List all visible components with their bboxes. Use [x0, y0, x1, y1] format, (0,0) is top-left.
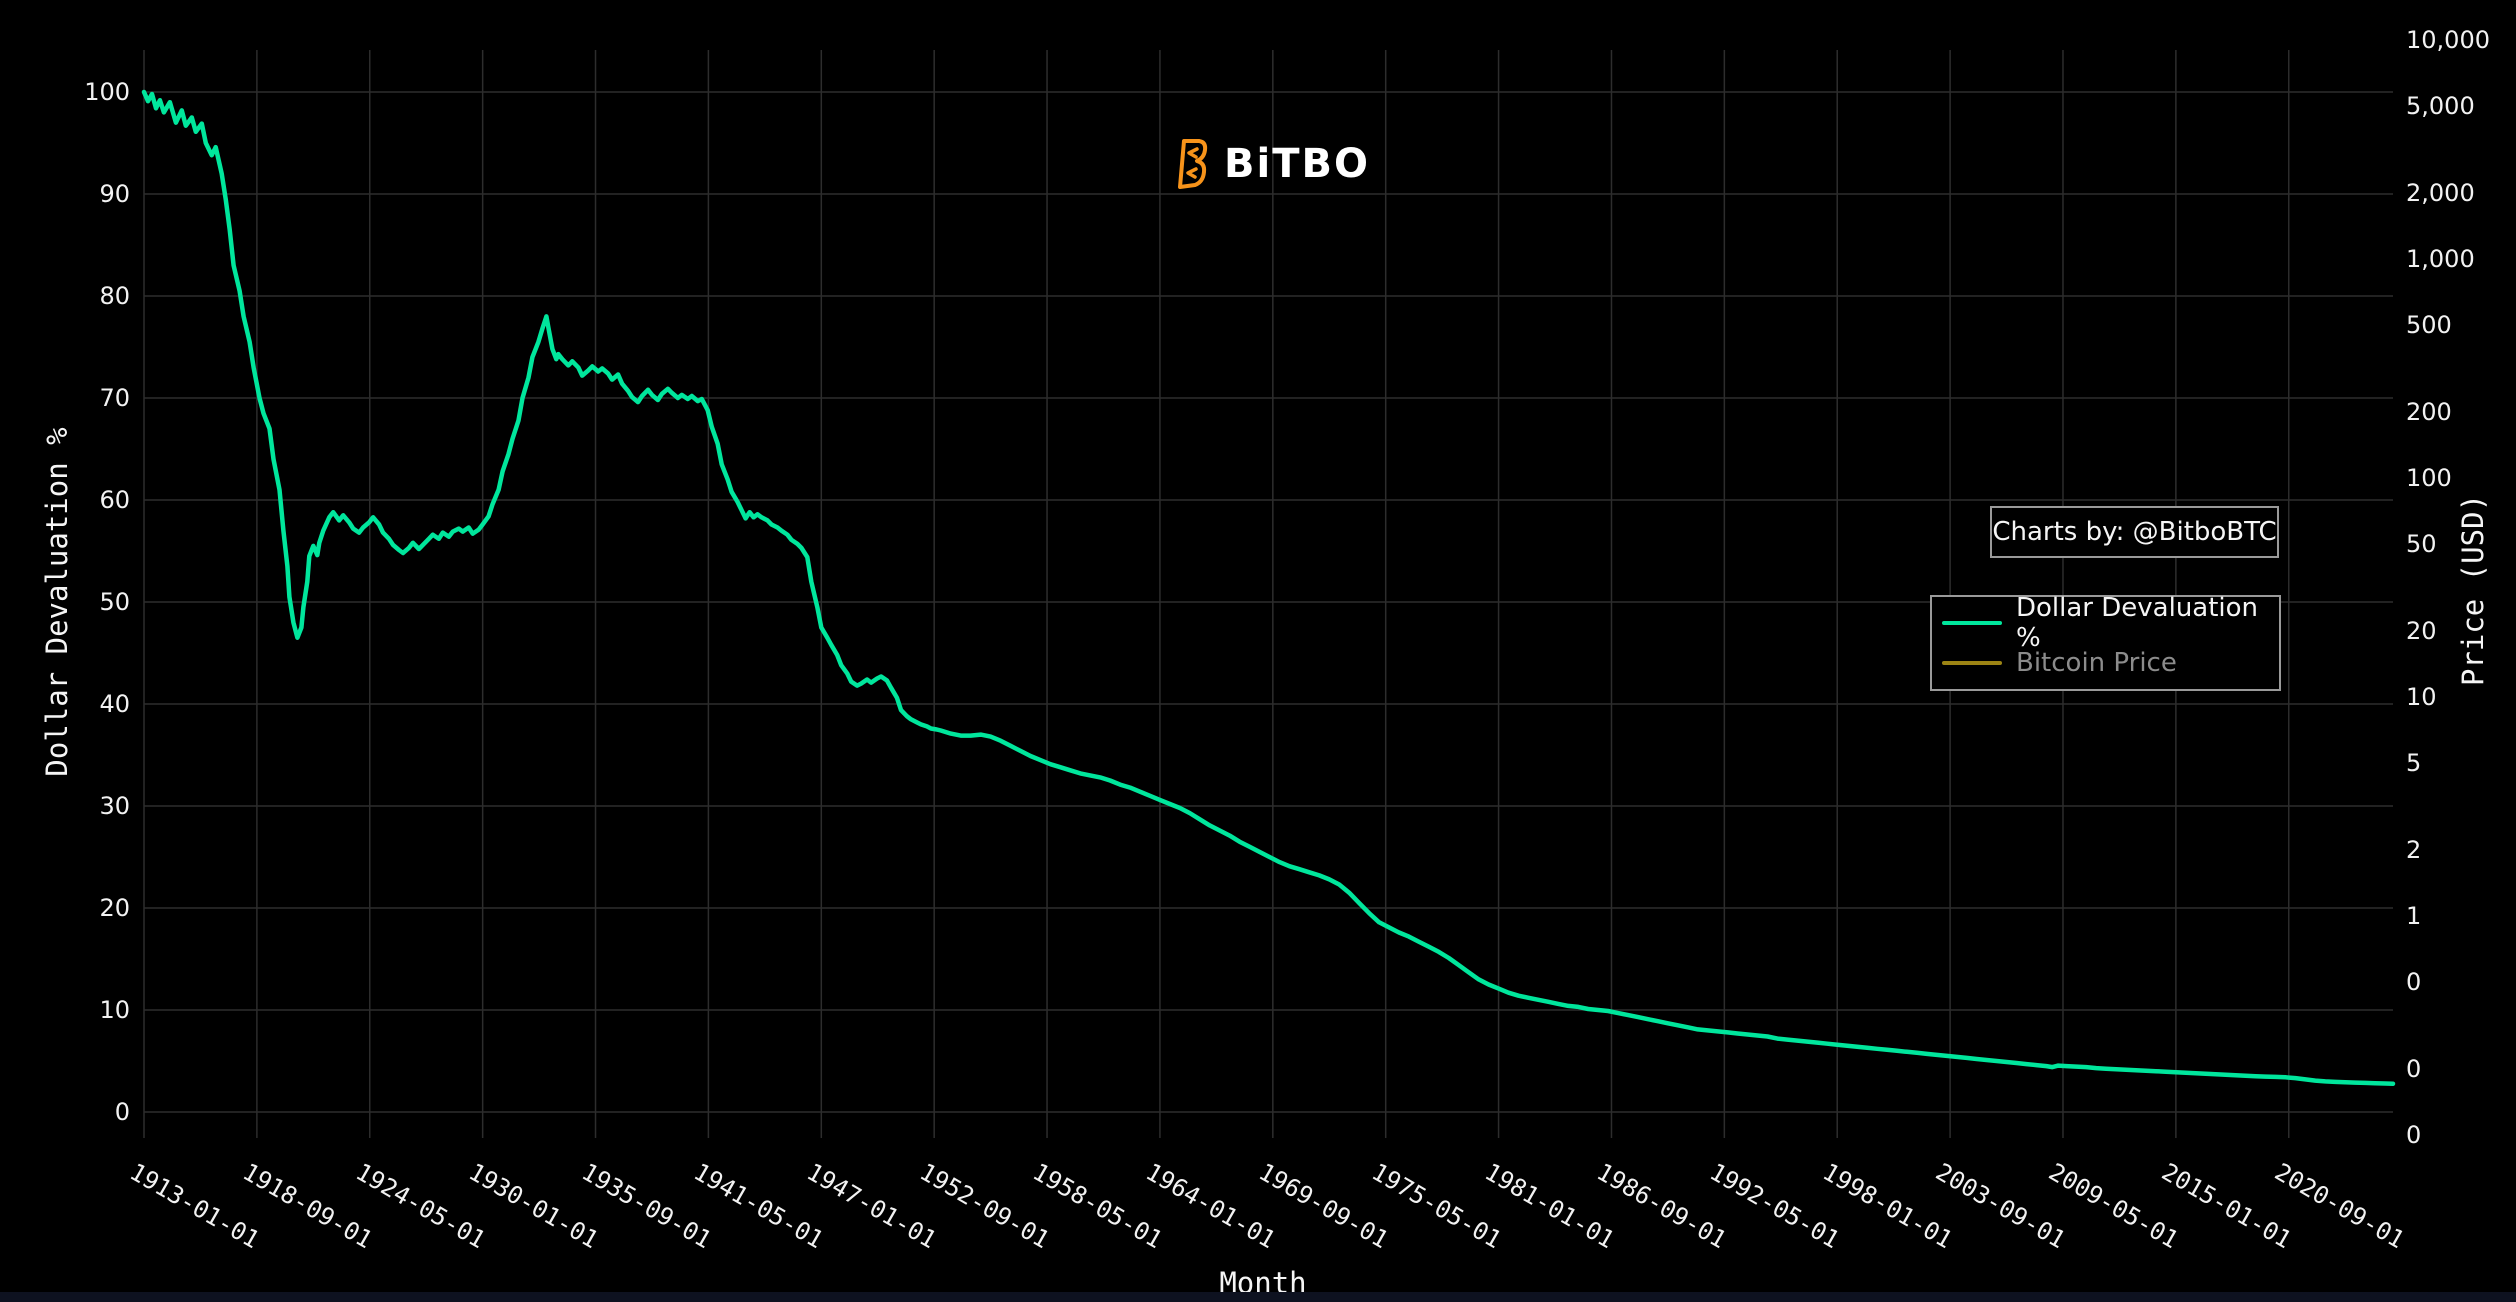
y-right-tick-label: 5: [2406, 748, 2422, 777]
y-right-tick-label: 200: [2406, 398, 2452, 427]
y-left-tick-label: 100: [84, 78, 130, 106]
y-left-tick-label: 80: [99, 282, 130, 310]
y-right-tick-label: 50: [2406, 529, 2437, 558]
legend-item-dollar-devaluation-[interactable]: Dollar Devaluation %: [1942, 593, 2279, 653]
y-left-tick-label: 70: [99, 384, 130, 412]
legend-swatch-icon: [1942, 621, 2002, 625]
y-left-tick-label: 50: [99, 588, 130, 616]
legend-item-bitcoin-price[interactable]: Bitcoin Price: [1942, 647, 2279, 679]
bottom-bar: [0, 1292, 2516, 1302]
y-left-tick-label: 0: [114, 1098, 130, 1126]
brand-logo-text: BiTBO: [1224, 141, 1370, 187]
brand-logo: BiTBO: [1172, 134, 1370, 194]
y-left-tick-label: 60: [99, 486, 130, 514]
y-right-tick-label: 0: [2406, 967, 2422, 996]
bitbo-b-icon: [1172, 138, 1210, 190]
series-line-dollar-devaluation-[interactable]: [141, 89, 2396, 1086]
charts-by-annotation-text: Charts by: @BitboBTC: [1992, 517, 2277, 547]
y-right-tick-label: 2: [2406, 836, 2422, 865]
legend-item-label: Bitcoin Price: [2016, 648, 2177, 678]
legend-item-label: Dollar Devaluation %: [2016, 593, 2259, 653]
charts-by-annotation: Charts by: @BitboBTC: [1990, 506, 2279, 558]
y-right-tick-label: 1: [2406, 902, 2422, 930]
y-right-tick-label: 20: [2406, 617, 2437, 646]
y-right-tick-label: 1,000: [2406, 245, 2475, 273]
legend-swatch-icon: [1942, 661, 2002, 665]
y-left-tick-label: 90: [99, 180, 130, 208]
y-right-tick-label: 100: [2406, 464, 2452, 492]
y-right-tick-label: 0: [2406, 1055, 2422, 1084]
y-right-tick-label: 10,000: [2406, 26, 2490, 54]
y-right-tick-label: 0: [2406, 1121, 2422, 1149]
y-right-tick-label: 500: [2406, 310, 2452, 339]
y-left-tick-label: 20: [99, 894, 130, 922]
y-right-tick-label: 5,000: [2406, 91, 2475, 120]
y-left-tick-label: 40: [99, 690, 130, 718]
y-axis-right-title: Price (USD): [2456, 493, 2490, 687]
y-right-tick-label: 10: [2406, 683, 2437, 711]
y-left-tick-label: 10: [99, 996, 130, 1024]
y-axis-left-title: Dollar Devaluation %: [40, 427, 74, 777]
y-left-tick-label: 30: [99, 792, 130, 820]
legend: Dollar Devaluation % Bitcoin Price: [1930, 593, 2281, 691]
y-right-tick-label: 2,000: [2406, 179, 2475, 208]
